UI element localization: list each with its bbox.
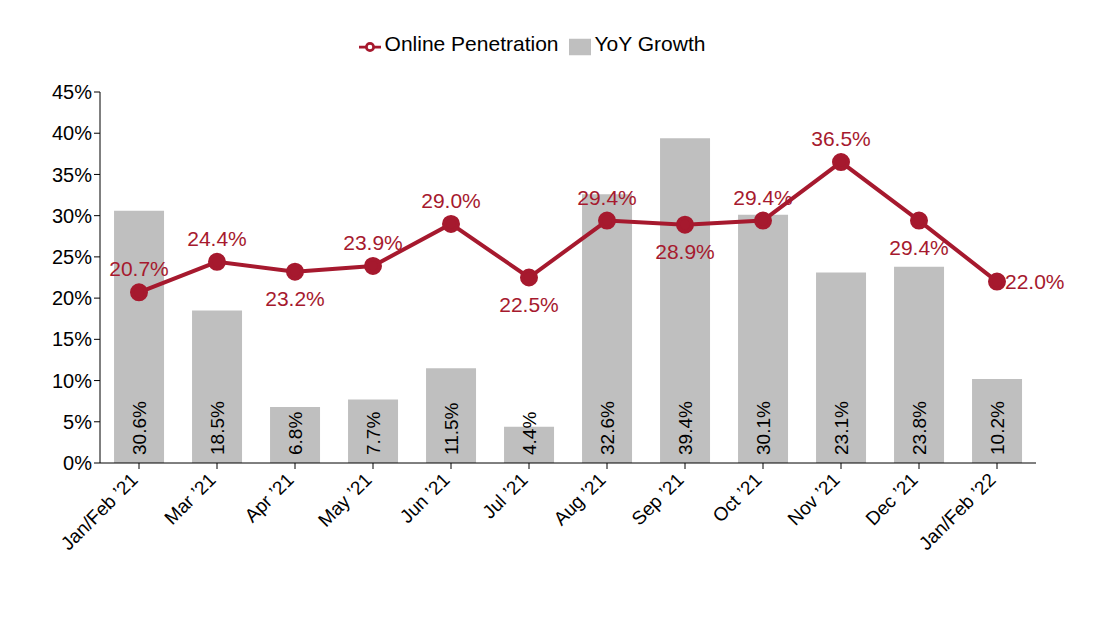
- svg-text:23.1%: 23.1%: [831, 401, 852, 455]
- svg-text:Nov ’21: Nov ’21: [783, 469, 843, 529]
- svg-text:32.6%: 32.6%: [597, 401, 618, 455]
- svg-text:28.9%: 28.9%: [655, 240, 715, 263]
- svg-text:Mar ’21: Mar ’21: [160, 469, 220, 529]
- svg-text:29.4%: 29.4%: [733, 186, 793, 209]
- svg-text:May ’21: May ’21: [314, 469, 376, 531]
- svg-text:Jan/Feb ’22: Jan/Feb ’22: [915, 469, 1000, 554]
- svg-text:Jul ’21: Jul ’21: [478, 469, 532, 523]
- html-text:Online Penetration: Online Penetration: [384, 32, 559, 55]
- svg-text:29.0%: 29.0%: [421, 189, 481, 212]
- svg-text:36.5%: 36.5%: [811, 127, 871, 150]
- svg-text:Sep ’21: Sep ’21: [627, 469, 687, 529]
- svg-text:5%: 5%: [63, 411, 92, 433]
- svg-text:25%: 25%: [52, 246, 92, 268]
- svg-text:Jun ’21: Jun ’21: [396, 469, 454, 527]
- svg-text:40%: 40%: [52, 122, 92, 144]
- svg-text:Apr ’21: Apr ’21: [240, 469, 297, 526]
- svg-text:Jan/Feb ’21: Jan/Feb ’21: [57, 469, 142, 554]
- svg-text:Aug ’21: Aug ’21: [549, 469, 609, 529]
- svg-text:11.5%: 11.5%: [441, 402, 462, 455]
- svg-text:39.4%: 39.4%: [675, 401, 696, 455]
- svg-text:6.8%: 6.8%: [285, 412, 306, 455]
- svg-text:10.2%: 10.2%: [987, 401, 1008, 455]
- svg-text:18.5%: 18.5%: [207, 401, 228, 455]
- svg-text:20%: 20%: [52, 287, 92, 309]
- html-text:YoY Growth: YoY Growth: [594, 32, 706, 55]
- svg-text:15%: 15%: [52, 328, 92, 350]
- svg-text:Oct ’21: Oct ’21: [708, 469, 765, 526]
- svg-text:29.4%: 29.4%: [889, 236, 949, 259]
- svg-text:23.9%: 23.9%: [343, 231, 403, 254]
- svg-text:30.1%: 30.1%: [753, 401, 774, 455]
- svg-text:23.2%: 23.2%: [265, 287, 325, 310]
- svg-text:24.4%: 24.4%: [187, 227, 247, 250]
- svg-text:0%: 0%: [63, 452, 92, 474]
- svg-text:23.8%: 23.8%: [909, 401, 930, 455]
- svg-text:22.5%: 22.5%: [499, 293, 559, 316]
- svg-text:30%: 30%: [52, 205, 92, 227]
- svg-text:7.7%: 7.7%: [363, 412, 384, 455]
- svg-text:20.7%: 20.7%: [109, 257, 169, 280]
- svg-text:22.0%: 22.0%: [1005, 270, 1065, 293]
- svg-text:35%: 35%: [52, 164, 92, 186]
- svg-text:10%: 10%: [52, 370, 92, 392]
- svg-text:30.6%: 30.6%: [129, 401, 150, 455]
- svg-text:4.4%: 4.4%: [519, 412, 540, 455]
- svg-text:29.4%: 29.4%: [577, 186, 637, 209]
- svg-text:45%: 45%: [52, 81, 92, 103]
- svg-text:Dec ’21: Dec ’21: [861, 469, 921, 529]
